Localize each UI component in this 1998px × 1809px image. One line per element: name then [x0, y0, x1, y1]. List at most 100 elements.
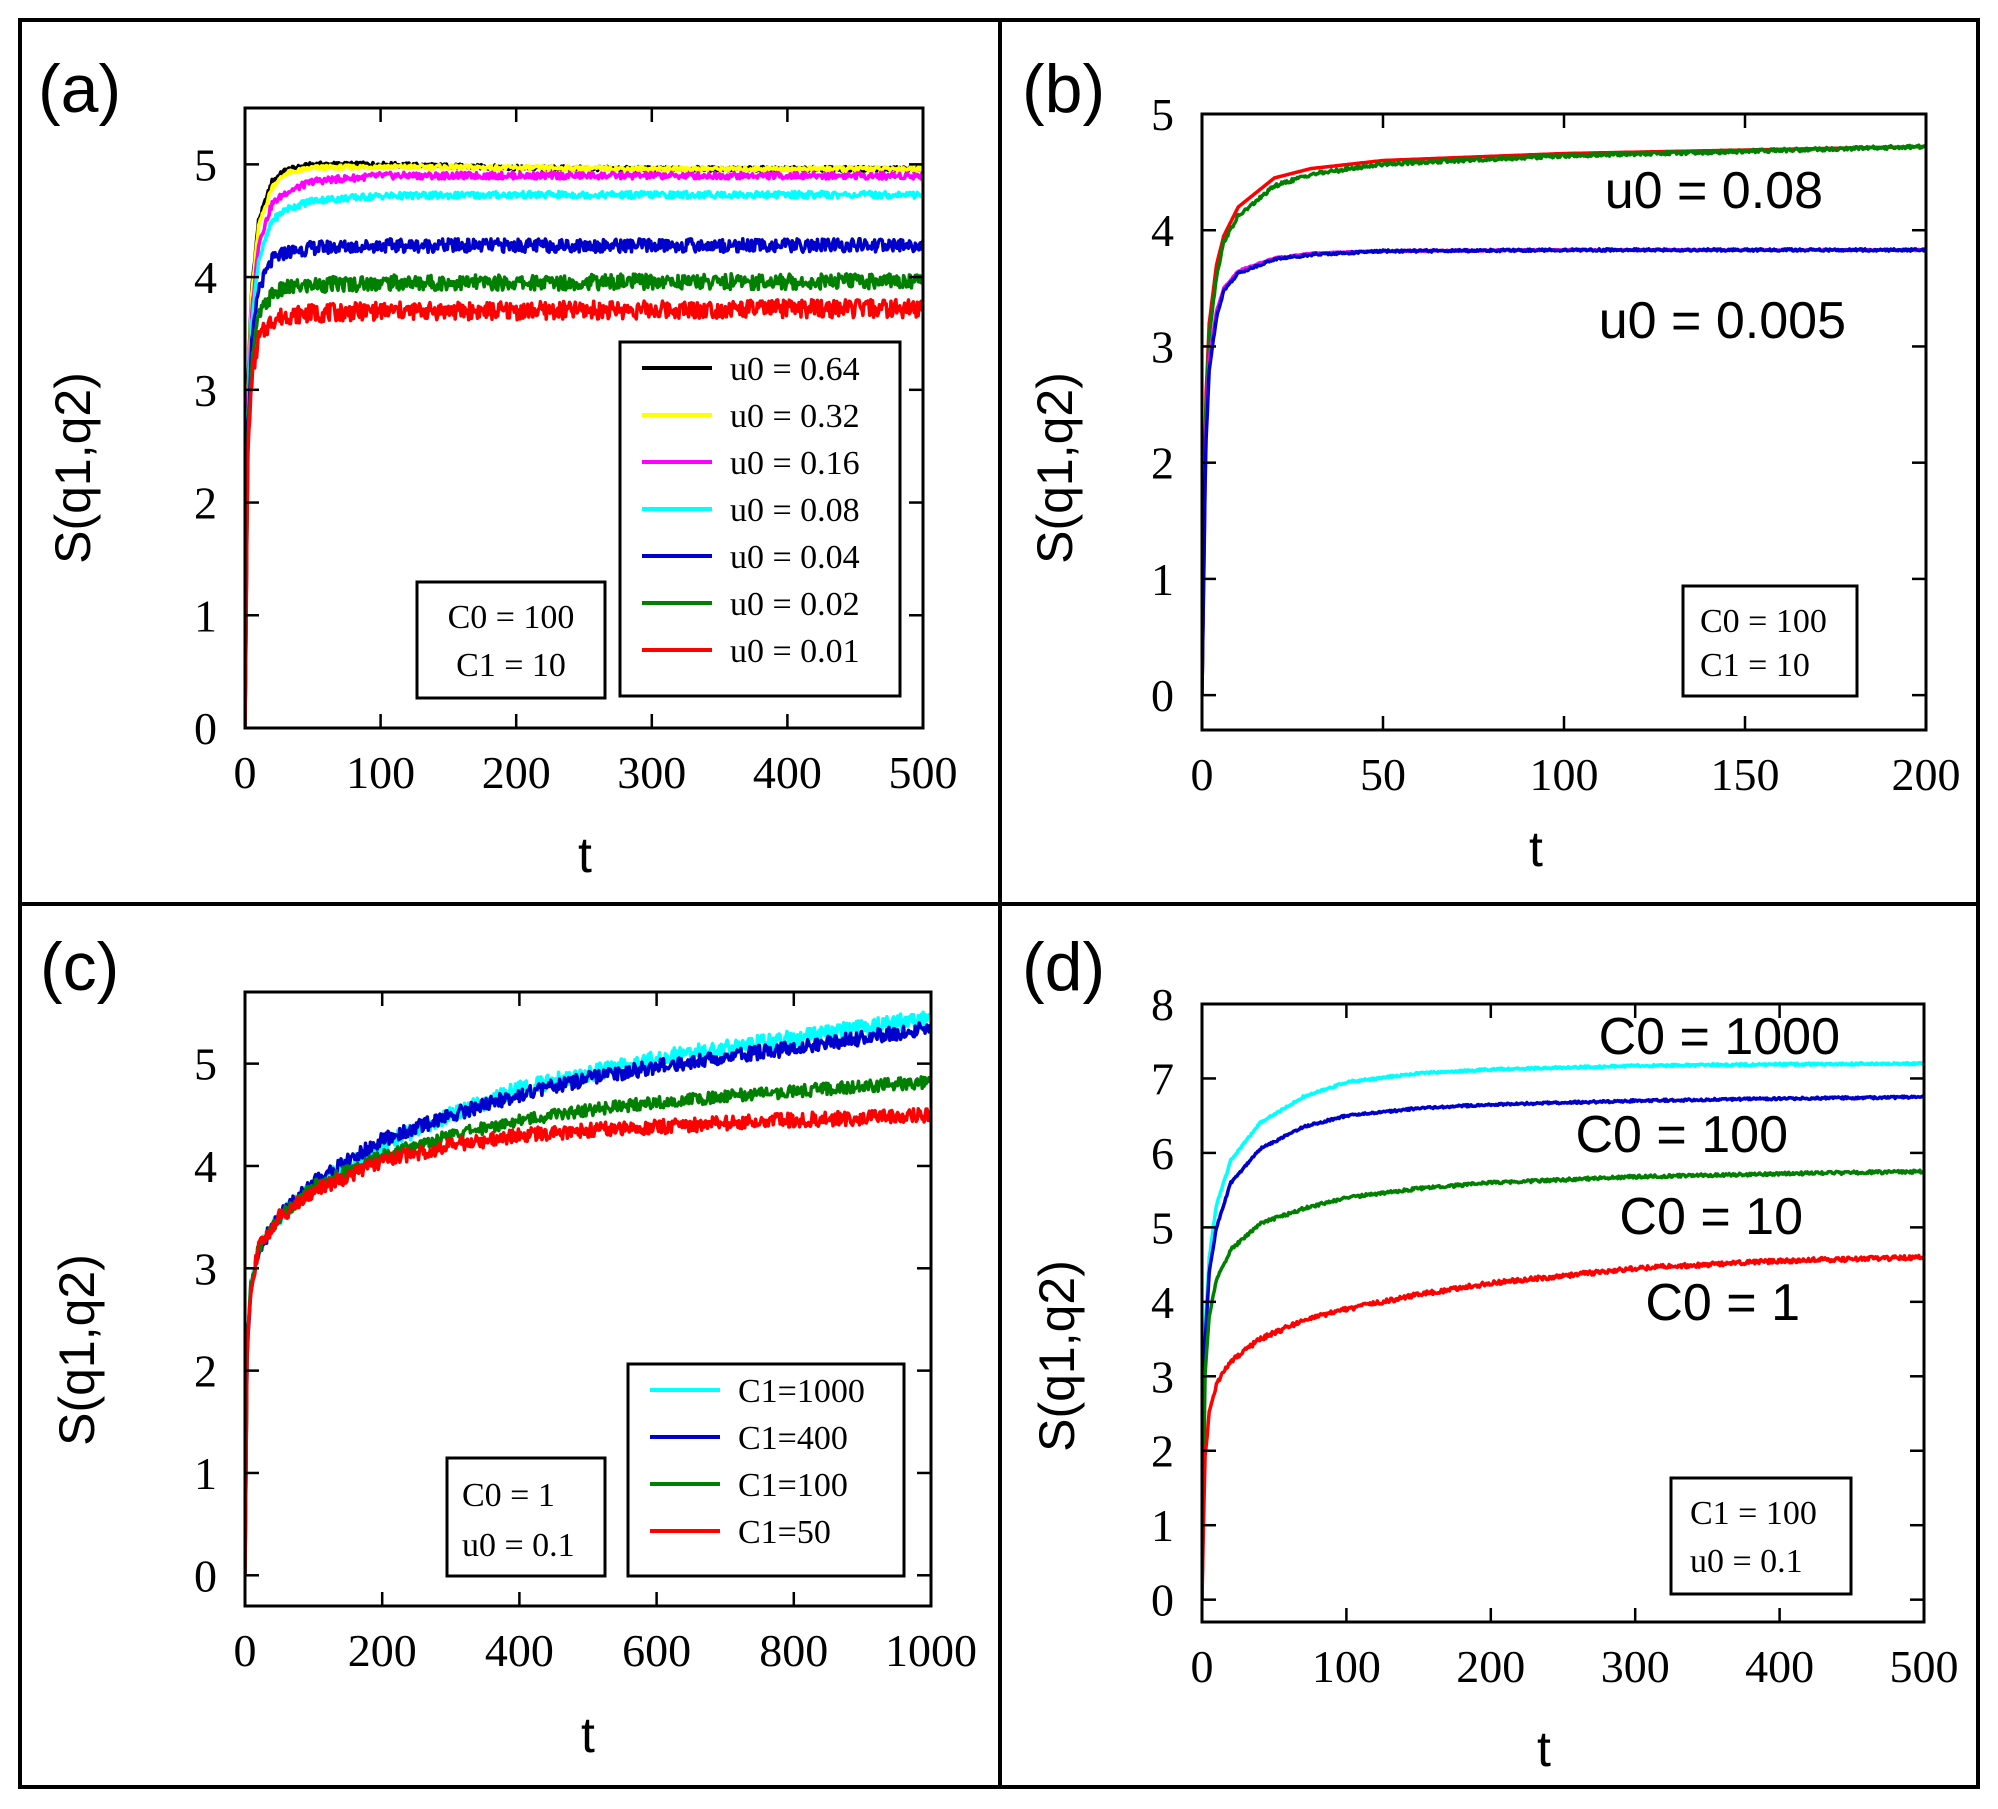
legend-label-a-2: u0 = 0.32 — [730, 398, 860, 435]
param-line-b-2: C1 = 10 — [1700, 647, 1810, 684]
y-tick-label-c-5: 5 — [194, 1039, 217, 1090]
y-tick-label-c-0: 0 — [194, 1550, 217, 1601]
y-tick-label-b-3: 3 — [1151, 321, 1174, 372]
series-line-d-3 — [1202, 1168, 1924, 1600]
y-tick-label-d-3: 3 — [1151, 1351, 1174, 1402]
series-group-a — [245, 160, 923, 728]
series-line-a-2 — [245, 163, 923, 728]
x-axis-title-c: t — [581, 1707, 595, 1763]
x-tick-label-d-2: 200 — [1456, 1641, 1525, 1692]
panel-c: (c) 0 200 400 600 800 1000 0 1 2 3 4 5 t S(q1,q2) C… — [40, 929, 977, 1763]
x-tick-label-d-3: 300 — [1601, 1641, 1670, 1692]
y-tick-label-a-0: 0 — [194, 703, 217, 754]
legend-a: u0 = 0.64 u0 = 0.32 u0 = 0.16 u0 = 0.08 u0 =… — [618, 340, 902, 698]
param-box-frame-d — [1669, 1476, 1853, 1596]
x-tick-label-c-4: 800 — [759, 1625, 828, 1676]
plot-area-d: 0 100 200 300 400 500 0 1 2 3 4 5 6 7 8 — [1151, 979, 1959, 1692]
panel-label-a: (a) — [38, 51, 121, 127]
y-tick-label-d-8: 8 — [1151, 979, 1174, 1030]
y-tick-label-a-2: 2 — [194, 478, 217, 529]
series-group-d — [1202, 1060, 1924, 1600]
annotation-b-2: u0 = 0.005 — [1599, 292, 1846, 350]
y-tick-label-c-1: 1 — [194, 1448, 217, 1499]
axes-frame-c — [243, 990, 933, 1608]
legend-label-c-4: C1=50 — [738, 1514, 831, 1551]
x-tick-label-d-4: 400 — [1745, 1641, 1814, 1692]
series-line-a-5 — [245, 237, 923, 728]
y-tick-label-b-1: 1 — [1151, 554, 1174, 605]
series-group-b — [1202, 143, 1926, 696]
y-tick-label-b-2: 2 — [1151, 438, 1174, 489]
x-tick-label-a-5: 500 — [889, 747, 958, 798]
y-axis-title-a: S(q1,q2) — [45, 372, 101, 564]
legend-label-a-3: u0 = 0.16 — [730, 445, 860, 482]
panel-a: (a) 0 100 200 300 400 500 0 1 2 3 4 5 t S(q1,q2) C0… — [38, 51, 958, 883]
param-box-frame-c — [445, 1456, 607, 1578]
x-tick-label-a-3: 300 — [617, 747, 686, 798]
series-line-a-7 — [245, 297, 923, 728]
y-tick-label-a-5: 5 — [194, 139, 217, 190]
x-tick-label-c-1: 200 — [348, 1625, 417, 1676]
panel-b: (b) 0 50 100 150 200 0 1 2 3 4 5 t S(q1,q2) u0 = 0… — [1022, 51, 1961, 877]
legend-label-a-7: u0 = 0.01 — [730, 633, 860, 670]
annotation-d-4: C0 = 1 — [1645, 1274, 1800, 1332]
y-tick-label-c-3: 3 — [194, 1243, 217, 1294]
legend-label-a-6: u0 = 0.02 — [730, 586, 860, 623]
panel-label-b: (b) — [1022, 51, 1105, 127]
y-axis-title-b: S(q1,q2) — [1027, 372, 1083, 564]
panel-frame-b — [998, 18, 1980, 906]
x-axis-title-a: t — [578, 827, 592, 883]
param-box-c: C0 = 1 u0 = 0.1 — [445, 1456, 607, 1578]
panel-frame-d — [998, 902, 1980, 1789]
axes-frame-d — [1200, 1002, 1926, 1624]
series-line-c-4 — [245, 1106, 931, 1576]
panel-d: (d) 0 100 200 300 400 500 0 1 2 3 4 5 6 7 8 t S(q1,q2)… — [1022, 929, 1959, 1777]
x-tick-label-c-0: 0 — [234, 1625, 257, 1676]
legend-c: C1=1000 C1=400 C1=100 C1=50 — [626, 1362, 906, 1578]
series-line-a-6 — [245, 271, 923, 728]
x-tick-label-d-1: 100 — [1312, 1641, 1381, 1692]
y-tick-label-d-2: 2 — [1151, 1426, 1174, 1477]
x-tick-label-a-2: 200 — [482, 747, 551, 798]
param-line-c-1: C0 = 1 — [462, 1477, 555, 1514]
x-tick-label-a-1: 100 — [346, 747, 415, 798]
annotation-b-1: u0 = 0.08 — [1605, 162, 1823, 220]
y-tick-label-c-2: 2 — [194, 1346, 217, 1397]
y-tick-label-c-4: 4 — [194, 1141, 217, 1192]
y-tick-label-b-4: 4 — [1151, 205, 1174, 256]
series-line-c-2 — [245, 1021, 931, 1576]
param-box-frame-a — [415, 580, 607, 700]
plot-area-c: 0 200 400 600 800 1000 0 1 2 3 4 5 — [194, 990, 977, 1676]
x-tick-label-c-3: 600 — [622, 1625, 691, 1676]
param-line-d-1: C1 = 100 — [1690, 1495, 1817, 1532]
y-tick-label-b-5: 5 — [1151, 89, 1174, 140]
series-line-a-3 — [245, 170, 923, 728]
param-box-b: C0 = 100 C1 = 10 — [1681, 584, 1859, 698]
x-tick-label-b-3: 150 — [1711, 749, 1780, 800]
legend-label-c-3: C1=100 — [738, 1467, 848, 1504]
x-tick-label-a-4: 400 — [753, 747, 822, 798]
x-tick-label-d-5: 500 — [1890, 1641, 1959, 1692]
plot-area-b: 0 50 100 150 200 0 1 2 3 4 5 — [1151, 89, 1961, 800]
y-tick-label-d-7: 7 — [1151, 1053, 1174, 1104]
legend-label-a-1: u0 = 0.64 — [730, 351, 860, 388]
y-axis-title-c: S(q1,q2) — [49, 1254, 105, 1446]
y-tick-label-d-4: 4 — [1151, 1277, 1174, 1328]
y-tick-label-a-3: 3 — [194, 365, 217, 416]
param-line-c-2: u0 = 0.1 — [462, 1527, 575, 1564]
y-tick-label-d-1: 1 — [1151, 1500, 1174, 1551]
series-line-b-4 — [1202, 247, 1926, 696]
param-line-b-1: C0 = 100 — [1700, 603, 1827, 640]
x-tick-label-c-2: 400 — [485, 1625, 554, 1676]
legend-frame-c — [626, 1362, 906, 1578]
legend-label-c-2: C1=400 — [738, 1420, 848, 1457]
param-box-d: C1 = 100 u0 = 0.1 — [1669, 1476, 1853, 1596]
y-axis-title-d: S(q1,q2) — [1029, 1260, 1085, 1452]
x-axis-title-d: t — [1537, 1721, 1551, 1777]
legend-label-a-4: u0 = 0.08 — [730, 492, 860, 529]
x-tick-label-b-1: 50 — [1360, 749, 1406, 800]
series-line-b-2 — [1202, 143, 1926, 696]
param-line-a-2: C1 = 10 — [456, 647, 566, 684]
x-tick-label-b-2: 100 — [1530, 749, 1599, 800]
